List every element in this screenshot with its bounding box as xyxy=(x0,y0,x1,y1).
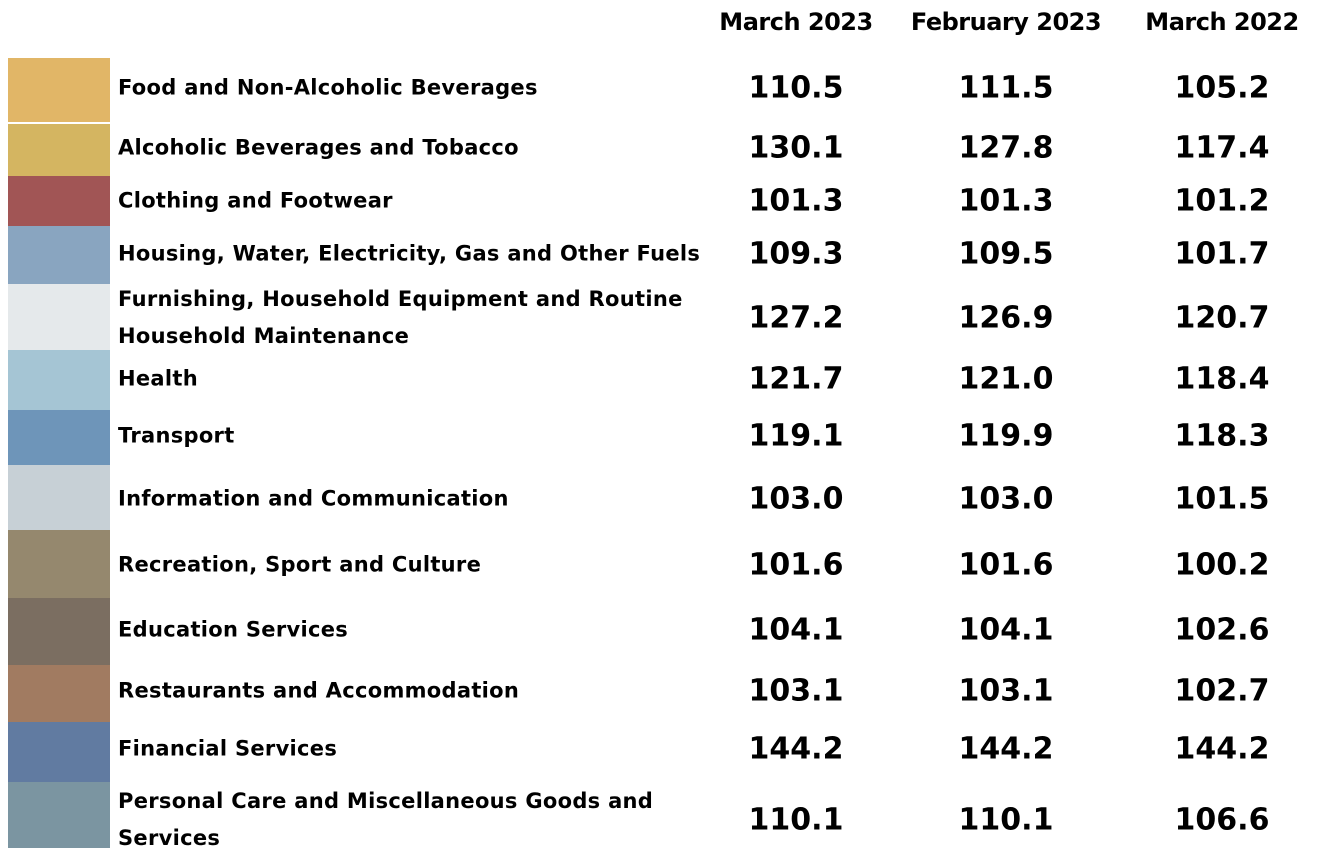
cell-value: 144.2 xyxy=(749,732,844,767)
row-label: Food and Non-Alcoholic Beverages xyxy=(118,70,708,107)
cell-value: 110.5 xyxy=(749,71,844,106)
row-icon xyxy=(8,58,110,122)
cell-value: 144.2 xyxy=(959,732,1054,767)
cell-value: 110.1 xyxy=(749,803,844,838)
row-label: Housing, Water, Electricity, Gas and Oth… xyxy=(118,236,708,273)
cell-value: 101.2 xyxy=(1175,184,1270,219)
cell-value: 121.0 xyxy=(959,362,1054,397)
column-header: March 2023 xyxy=(719,8,872,36)
row-label: Financial Services xyxy=(118,731,708,768)
row-icon xyxy=(8,465,110,530)
cell-value: 101.5 xyxy=(1175,482,1270,517)
row-icon xyxy=(8,124,110,176)
row-icon xyxy=(8,226,110,284)
cell-value: 101.3 xyxy=(749,184,844,219)
row-label: Transport xyxy=(118,418,708,455)
cell-value: 106.6 xyxy=(1175,803,1270,838)
cell-value: 118.3 xyxy=(1175,419,1270,454)
cell-value: 101.7 xyxy=(1175,237,1270,272)
row-label: Personal Care and Miscellaneous Goods an… xyxy=(118,783,708,848)
cell-value: 109.3 xyxy=(749,237,844,272)
row-icon xyxy=(8,410,110,465)
cell-value: 117.4 xyxy=(1175,131,1270,166)
row-icon xyxy=(8,722,110,782)
cell-value: 121.7 xyxy=(749,362,844,397)
row-label: Education Services xyxy=(118,612,708,649)
row-label: Health xyxy=(118,361,708,398)
row-label: Information and Communication xyxy=(118,481,708,518)
row-label: Alcoholic Beverages and Tobacco xyxy=(118,130,708,167)
cell-value: 103.0 xyxy=(749,482,844,517)
row-label: Furnishing, Household Equipment and Rout… xyxy=(118,281,708,355)
row-icon xyxy=(8,530,110,598)
page: March 2023 February 2023 March 2022 Food an… xyxy=(0,0,1323,848)
cell-value: 109.5 xyxy=(959,237,1054,272)
cell-value: 144.2 xyxy=(1175,732,1270,767)
row-icon xyxy=(8,598,110,665)
cell-value: 104.1 xyxy=(749,613,844,648)
row-icon xyxy=(8,176,110,226)
cell-value: 130.1 xyxy=(749,131,844,166)
row-icon xyxy=(8,350,110,410)
cell-value: 111.5 xyxy=(959,71,1054,106)
column-header: February 2023 xyxy=(911,8,1101,36)
cell-value: 101.6 xyxy=(749,548,844,583)
cell-value: 102.6 xyxy=(1175,613,1270,648)
cell-value: 101.6 xyxy=(959,548,1054,583)
cell-value: 127.2 xyxy=(749,301,844,336)
cell-value: 126.9 xyxy=(959,301,1054,336)
cell-value: 119.9 xyxy=(959,419,1054,454)
cell-value: 120.7 xyxy=(1175,301,1270,336)
cell-value: 102.7 xyxy=(1175,674,1270,709)
cell-value: 105.2 xyxy=(1175,71,1270,106)
cell-value: 119.1 xyxy=(749,419,844,454)
cell-value: 127.8 xyxy=(959,131,1054,166)
row-label: Recreation, Sport and Culture xyxy=(118,547,708,584)
cell-value: 118.4 xyxy=(1175,362,1270,397)
row-icon xyxy=(8,665,110,722)
row-icon xyxy=(8,284,110,350)
cell-value: 100.2 xyxy=(1175,548,1270,583)
cell-value: 103.0 xyxy=(959,482,1054,517)
row-label: Restaurants and Accommodation xyxy=(118,673,708,710)
cell-value: 110.1 xyxy=(959,803,1054,838)
cell-value: 103.1 xyxy=(959,674,1054,709)
cell-value: 103.1 xyxy=(749,674,844,709)
column-header: March 2022 xyxy=(1145,8,1298,36)
row-icon xyxy=(8,782,110,848)
row-label: Clothing and Footwear xyxy=(118,183,708,220)
cell-value: 101.3 xyxy=(959,184,1054,219)
cell-value: 104.1 xyxy=(959,613,1054,648)
